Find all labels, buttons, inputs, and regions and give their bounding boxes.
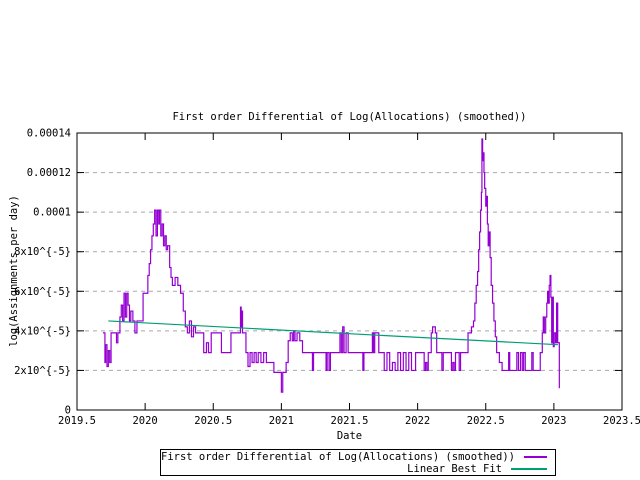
legend-label: Linear Best Fit xyxy=(407,463,502,475)
legend-label: First order Differential of Log(Allocati… xyxy=(161,451,516,463)
legend-sample-line-fit xyxy=(511,468,547,470)
series-line-differential xyxy=(102,138,560,393)
y-tick-label: 2x10^{-5} xyxy=(14,365,71,377)
x-tick-label: 2021 xyxy=(269,415,294,427)
x-tick-label: 2020.5 xyxy=(194,415,232,427)
series-line-linear-fit xyxy=(108,320,558,346)
x-tick-label: 2022.5 xyxy=(467,415,505,427)
x-tick-label: 2023.5 xyxy=(603,415,640,427)
legend-item: First order Differential of Log(Allocati… xyxy=(161,451,549,463)
legend: First order Differential of Log(Allocati… xyxy=(160,449,556,476)
y-tick-label: 4x10^{-5} xyxy=(14,325,71,337)
x-tick-label: 2022 xyxy=(405,415,430,427)
y-tick-label: 0.00014 xyxy=(27,128,71,140)
y-tick-label: 6x10^{-5} xyxy=(14,286,71,298)
x-tick-label: 2021.5 xyxy=(331,415,369,427)
x-tick-label: 2019.5 xyxy=(58,415,96,427)
x-tick-label: 2023 xyxy=(541,415,566,427)
y-tick-label: 0.00012 xyxy=(27,167,71,179)
y-tick-label: 8x10^{-5} xyxy=(14,246,71,258)
x-axis-label: Date xyxy=(336,430,363,442)
legend-item: Linear Best Fit xyxy=(161,463,549,475)
legend-sample-line-series xyxy=(524,456,547,458)
y-tick-label: 0.0001 xyxy=(33,207,71,219)
chart-title: First order Differential of Log(Allocati… xyxy=(172,111,527,123)
x-tick-label: 2020 xyxy=(132,415,157,427)
y-tick-label: 0 xyxy=(65,405,71,417)
